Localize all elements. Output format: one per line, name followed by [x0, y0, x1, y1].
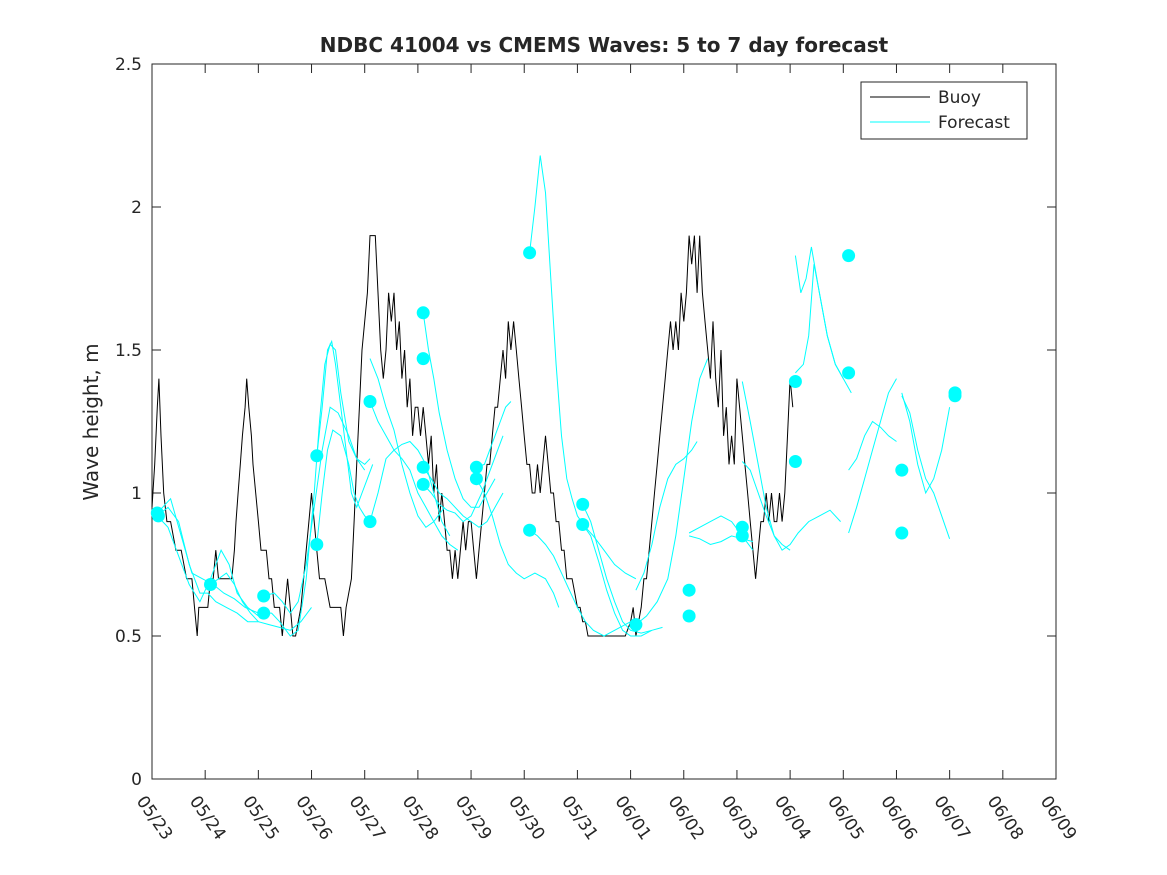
forecast-track-line: [582, 504, 663, 634]
forecast-track-line: [529, 155, 637, 580]
x-tick-label: 05/26: [291, 792, 335, 844]
forecast-start-marker: [682, 583, 696, 597]
x-tick-label: 05/28: [398, 792, 442, 844]
x-tick-label: 06/04: [770, 792, 814, 844]
y-axis-label: Wave height, m: [79, 343, 103, 500]
forecast-start-marker: [469, 472, 483, 486]
forecast-track-line: [901, 392, 951, 495]
y-tick-label: 1.5: [115, 341, 142, 361]
legend-buoy-label: Buoy: [938, 88, 981, 108]
forecast-start-marker: [257, 606, 271, 620]
y-tick-label: 2: [131, 198, 142, 218]
x-tick-label: 06/09: [1036, 792, 1080, 844]
forecast-track-line: [635, 441, 698, 591]
y-axis: 0 0.5 1 1.5 2 2.5: [115, 55, 1056, 790]
legend: Buoy Forecast: [860, 81, 1028, 140]
forecast-track-line: [475, 478, 560, 608]
x-tick-label: 05/23: [132, 792, 176, 844]
forecast-track-line: [422, 435, 504, 523]
y-tick-label: 1: [131, 484, 142, 504]
x-tick-label: 05/29: [451, 792, 495, 844]
forecast-start-marker: [523, 246, 537, 260]
forecast-start-marker: [788, 455, 802, 468]
chart-title: NDBC 41004 vs CMEMS Waves: 5 to 7 day fo…: [320, 33, 889, 57]
forecast-start-marker: [416, 306, 430, 320]
forecast-track-line: [369, 358, 445, 529]
forecast-track-line: [901, 395, 951, 539]
forecast-start-marker: [310, 538, 324, 551]
y-tick-label: 0.5: [115, 627, 142, 647]
y-tick-label: 2.5: [115, 55, 142, 75]
forecast-track-line: [156, 506, 259, 623]
forecast-track-line: [848, 378, 897, 534]
forecast-start-marker: [576, 497, 590, 511]
forecast-start-marker: [363, 395, 377, 408]
x-tick-label: 06/06: [876, 792, 920, 844]
legend-box: [860, 81, 1028, 140]
buoy-series-line: [151, 235, 794, 637]
forecast-start-marker: [151, 509, 165, 523]
forecast-start-marker: [363, 515, 377, 529]
series-layer: [150, 155, 962, 637]
axes-box: [151, 63, 1057, 780]
x-tick-label: 06/03: [717, 792, 761, 844]
forecast-start-marker: [948, 389, 962, 403]
x-tick-label: 06/08: [983, 792, 1027, 844]
x-tick-label: 05/30: [504, 792, 548, 844]
forecast-track-line: [582, 524, 653, 637]
x-tick-label: 06/05: [823, 792, 867, 844]
forecast-track-line: [210, 572, 312, 631]
forecast-start-marker: [257, 589, 271, 603]
forecast-track-line: [635, 358, 709, 625]
x-tick-label: 05/24: [185, 792, 229, 844]
forecast-track-line: [741, 461, 791, 551]
forecast-start-marker: [842, 366, 856, 380]
forecast-track-line: [369, 440, 451, 537]
forecast-start-marker: [416, 460, 430, 474]
forecast-start-marker: [523, 523, 537, 537]
x-tick-label: 05/31: [557, 792, 601, 844]
x-tick-label: 06/07: [930, 792, 974, 844]
forecast-start-marker: [735, 529, 749, 543]
forecast-track-line: [316, 429, 371, 545]
x-tick-label: 06/02: [664, 792, 708, 844]
forecast-start-marker: [629, 618, 643, 632]
plot-area: 00.511.522.5 05/23 05/24 05/25 05/26 05/27 05…: [115, 55, 1080, 844]
forecast-track-line: [529, 529, 631, 637]
forecast-start-marker: [576, 518, 590, 531]
forecast-track-line: [263, 343, 366, 637]
forecast-start-marker: [204, 578, 217, 591]
forecast-track-line: [369, 401, 459, 551]
forecast-track-line: [422, 312, 496, 508]
forecast-start-marker: [416, 477, 430, 491]
forecast-start-marker: [895, 463, 909, 477]
forecast-start-marker: [895, 526, 909, 540]
forecast-start-marker: [469, 460, 483, 474]
forecast-start-marker: [842, 249, 856, 263]
forecast-track-line: [476, 401, 512, 468]
x-tick-label: 05/25: [238, 792, 282, 844]
forecast-track-line: [316, 339, 374, 509]
x-tick-label: 06/01: [610, 792, 654, 844]
forecast-track-line: [848, 420, 897, 471]
forecast-start-marker: [310, 449, 324, 463]
legend-forecast-label: Forecast: [938, 113, 1010, 133]
forecast-start-marker: [682, 609, 696, 623]
forecast-start-marker: [788, 375, 802, 388]
forecast-track-line: [422, 467, 504, 528]
forecast-start-marker: [416, 352, 430, 366]
forecast-track-line: [795, 264, 844, 379]
y-tick-label: 0: [131, 770, 142, 790]
x-tick-label: 05/27: [345, 792, 389, 844]
